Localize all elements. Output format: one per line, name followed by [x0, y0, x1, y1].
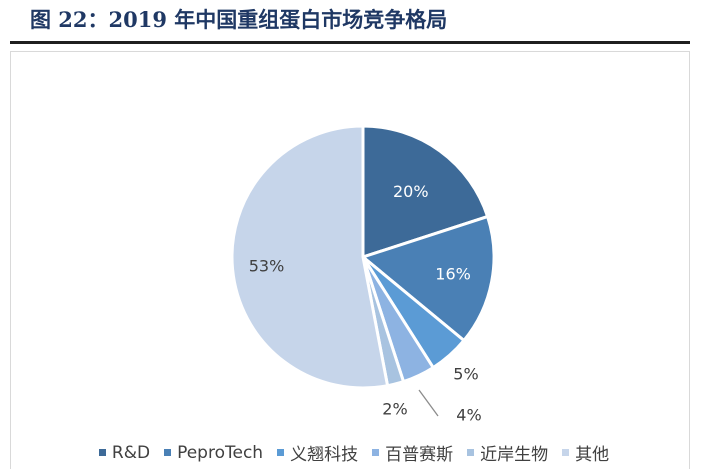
pie-slice-6: [230, 124, 390, 390]
legend-item-4: 百普赛斯: [372, 440, 453, 465]
pie-slice-2: [359, 214, 496, 343]
legend-swatch-6: [562, 449, 570, 456]
legend-item-1: R&D: [98, 442, 151, 463]
leader-line-4: [418, 389, 439, 417]
legend-swatch-4: [372, 449, 380, 456]
chart-legend: R&D PeproTech 义翘科技 百普赛斯 近岸生物 其他: [0, 440, 708, 465]
data-label-3: 5%: [453, 365, 478, 384]
legend-swatch-3: [277, 449, 285, 456]
legend-swatch-5: [467, 449, 475, 456]
legend-item-6: 其他: [562, 440, 609, 465]
data-label-6: 53%: [249, 257, 285, 276]
legend-swatch-2: [164, 449, 172, 456]
legend-label-5: 近岸生物: [480, 445, 549, 465]
legend-label-1: R&D: [111, 442, 151, 463]
data-label-2: 16%: [435, 265, 471, 284]
legend-label-6: 其他: [575, 445, 610, 465]
legend-item-2: PeproTech: [164, 443, 263, 463]
data-label-1: 20%: [393, 182, 429, 201]
title-divider: [10, 41, 690, 44]
figure-title: 图 22：2019 年中国重组蛋白市场竞争格局: [30, 7, 448, 32]
data-label-5: 2%: [382, 400, 407, 419]
data-label-4: 4%: [456, 406, 481, 425]
legend-label-4: 百普赛斯: [385, 445, 454, 465]
legend-item-5: 近岸生物: [467, 440, 548, 465]
legend-swatch-1: [98, 449, 106, 456]
legend-label-2: PeproTech: [177, 442, 264, 463]
legend-item-3: 义翘科技: [277, 440, 358, 465]
chart-frame: [10, 51, 690, 469]
legend-label-3: 义翘科技: [290, 445, 359, 465]
pie-slice-1: [361, 124, 490, 260]
